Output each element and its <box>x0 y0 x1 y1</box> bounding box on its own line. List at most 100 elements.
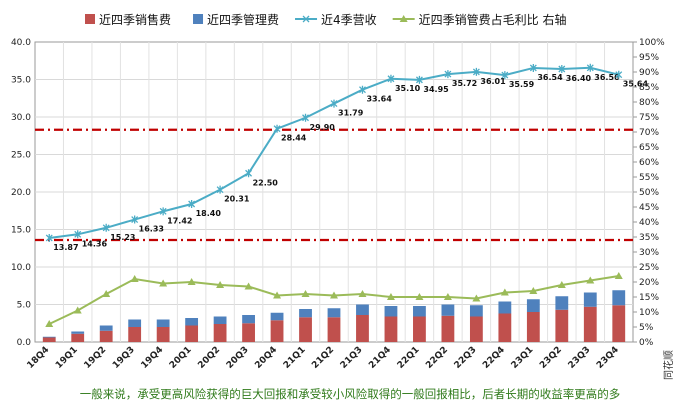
revenue-marker <box>387 74 395 83</box>
expense-ratio-marker <box>415 293 424 300</box>
expense-ratio-marker <box>301 290 310 297</box>
x-tick-label: 19Q4 <box>139 345 165 371</box>
revenue-marker <box>74 230 82 239</box>
revenue-data-label: 36.54 <box>537 73 563 82</box>
revenue-data-label: 35.10 <box>395 84 421 93</box>
bar-sales-expense <box>299 317 312 342</box>
expense-ratio-marker <box>130 275 139 282</box>
expense-ratio-marker <box>244 282 253 290</box>
bar-admin-expense <box>71 331 85 334</box>
bar-admin-expense <box>213 316 227 324</box>
x-tick-label: 21Q1 <box>282 345 308 371</box>
revenue-marker <box>529 63 537 72</box>
revenue-data-label: 31.79 <box>338 109 364 118</box>
x-tick-label: 21Q2 <box>310 345 336 371</box>
revenue-data-label: 18.40 <box>196 209 222 218</box>
bar-admin-expense <box>99 325 113 331</box>
bar-admin-expense <box>242 315 255 324</box>
x-tick-label: 20Q3 <box>225 345 251 371</box>
revenue-data-label: 36.01 <box>480 77 506 86</box>
bar-sales-expense <box>356 315 369 342</box>
y2-tick-label: 30% <box>639 248 659 258</box>
bar-sales-expense <box>327 317 341 342</box>
y-tick-label: 10.0 <box>11 263 31 273</box>
y2-tick-label: 90% <box>639 68 659 78</box>
y-tick-label: 35.0 <box>11 76 31 86</box>
bar-admin-expense <box>327 308 341 318</box>
revenue-data-label: 35.59 <box>509 80 535 89</box>
revenue-marker <box>216 185 224 194</box>
revenue-data-label: 34.95 <box>423 85 449 94</box>
y-tick-label: 15.0 <box>11 226 31 236</box>
bar-sales-expense <box>42 337 56 342</box>
x-tick-label: 20Q2 <box>196 345 222 371</box>
bar-admin-expense <box>128 319 142 327</box>
legend-swatch <box>85 14 95 24</box>
y2-tick-label: 70% <box>639 128 659 138</box>
revenue-data-label: 16.33 <box>139 225 164 234</box>
y-tick-label: 5.0 <box>17 301 32 311</box>
bar-admin-expense <box>42 336 56 338</box>
x-tick-label: 22Q1 <box>396 345 422 371</box>
expense-ratio-marker <box>529 287 538 294</box>
bar-sales-expense <box>242 323 255 342</box>
bar-sales-expense <box>612 305 626 342</box>
bar-admin-expense <box>612 290 626 306</box>
x-tick-label: 23Q1 <box>510 345 536 371</box>
bar-sales-expense <box>413 316 426 342</box>
footer-note: 一般来说，承受更高风险获得的巨大回报和承受较小风险取得的一般回报相比，后者长期的… <box>80 387 621 401</box>
x-tick-label: 19Q3 <box>111 345 137 371</box>
y-tick-label: 20.0 <box>11 188 31 198</box>
bar-sales-expense <box>384 316 398 342</box>
expense-ratio-marker <box>472 294 481 302</box>
expense-ratio-marker <box>557 281 566 288</box>
revenue-marker <box>615 70 623 79</box>
y2-tick-label: 65% <box>639 143 659 153</box>
x-tick-label: 22Q3 <box>453 345 479 371</box>
bars-layer <box>42 290 626 342</box>
revenue-data-label: 14.36 <box>82 239 108 248</box>
y2-tick-label: 45% <box>639 203 659 213</box>
watermark: 同花顺 <box>662 350 675 380</box>
y2-tick-label: 75% <box>639 113 659 123</box>
expense-ratio-marker <box>358 290 367 297</box>
y2-tick-label: 5% <box>639 323 654 333</box>
legend-label: 近四季销管费占毛利比 右轴 <box>419 12 567 27</box>
bar-sales-expense <box>526 312 540 342</box>
bar-sales-expense <box>583 306 597 342</box>
x-tick-label: 23Q2 <box>538 345 564 371</box>
bar-admin-expense <box>526 299 540 312</box>
legend: 近四季销售费 近四季管理费 近4季营收 近四季销管费占毛利比 右轴 <box>85 12 567 27</box>
bar-sales-expense <box>555 309 569 342</box>
bar-admin-expense <box>583 292 597 307</box>
x-tick-label: 19Q1 <box>54 345 80 371</box>
revenue-data-label: 35.72 <box>452 79 477 88</box>
expense-ratio-marker <box>614 272 623 279</box>
revenue-marker <box>131 215 139 224</box>
y-tick-label: 30.0 <box>11 113 31 123</box>
bar-admin-expense <box>469 305 483 317</box>
expense-ratio-marker <box>500 288 509 296</box>
revenue-marker <box>159 207 167 216</box>
y2-tick-label: 0% <box>639 338 654 348</box>
revenue-data-label: 29.90 <box>310 123 336 132</box>
x-tick-label: 22Q4 <box>481 345 507 371</box>
x-tick-label: 23Q3 <box>567 345 593 371</box>
x-tick-label: 21Q3 <box>339 345 365 371</box>
bar-admin-expense <box>384 306 398 317</box>
revenue-marker <box>359 85 366 94</box>
bar-sales-expense <box>498 313 512 342</box>
bar-sales-expense <box>128 327 142 342</box>
expense-ratio-marker <box>102 290 111 297</box>
revenue-data-label: 15.23 <box>110 233 135 242</box>
y-tick-label: 40.0 <box>11 38 31 48</box>
bar-sales-expense <box>156 327 170 342</box>
x-tick-label: 20Q4 <box>253 345 279 371</box>
expense-ratio-marker <box>273 291 282 299</box>
x-tick-label: 23Q4 <box>595 345 621 371</box>
revenue-marker <box>45 233 53 242</box>
revenue-marker <box>558 65 566 73</box>
revenue-data-label: 36.40 <box>566 74 592 83</box>
